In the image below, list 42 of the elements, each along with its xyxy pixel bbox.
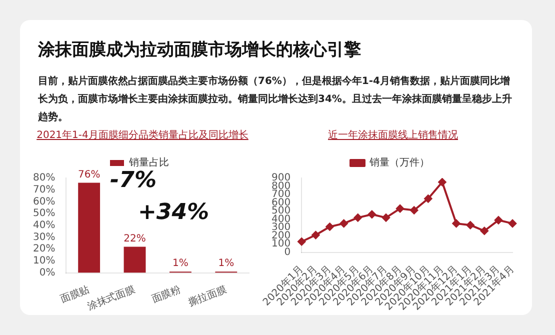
- y-tick-label: 70%: [32, 184, 56, 196]
- y-tick-label: 0%: [39, 267, 56, 278]
- bar: [78, 182, 100, 273]
- legend-label: 销量（万件）: [368, 158, 430, 169]
- point: [298, 238, 306, 246]
- y-tick-label: 0: [284, 246, 291, 258]
- point: [466, 221, 474, 230]
- data-label: 1%: [218, 258, 234, 270]
- legend-label: 销量占比: [128, 156, 169, 169]
- chart-title: 近一年涂抹面膜线上销售情况: [327, 128, 459, 142]
- point: [396, 204, 404, 213]
- point: [480, 226, 488, 235]
- y-tick-label: 50%: [32, 208, 56, 220]
- bar: [124, 246, 146, 273]
- y-tick-label: 10%: [32, 256, 56, 267]
- data-label: 1%: [172, 258, 188, 270]
- y-tick-label: 60%: [32, 196, 56, 208]
- data-label: 76%: [78, 169, 100, 180]
- x-tick-label: 撕拉面膜: [186, 283, 228, 310]
- point: [424, 194, 432, 203]
- annotation: -7%: [110, 168, 156, 193]
- y-tick-label: 80%: [32, 172, 56, 184]
- y-tick-label: 40%: [32, 220, 56, 231]
- point: [340, 219, 348, 228]
- y-tick-label: 20%: [32, 244, 56, 255]
- point: [494, 216, 502, 224]
- point: [508, 219, 517, 228]
- annotation: +34%: [138, 200, 210, 225]
- point: [410, 206, 418, 214]
- point: [354, 214, 362, 222]
- text: 目前，贴片面膜依然占据面膜品类主要市场份额（76%），但是根据今年1-4月销售数据，贴片面膜同比增长为负，面膜市场增长主要由涂抹面膜拉动。销量同比增长达到34%。且过去一年涂抹面膜销量呈稳步上升趋势。: [38, 74, 513, 125]
- data-label: 22%: [124, 233, 146, 244]
- chart-title: 2021年1-4月面膜细分品类销量占比及同比增长: [36, 128, 250, 142]
- text: 涂抹面膜成为拉动面膜市场增长的核心引擎: [38, 39, 362, 61]
- point: [368, 210, 376, 218]
- point: [326, 222, 334, 231]
- point: [452, 219, 460, 228]
- point: [312, 231, 320, 240]
- point: [382, 214, 390, 222]
- x-tick-label: 面膜粉: [150, 283, 182, 306]
- point: [438, 178, 446, 186]
- y-tick-label: 30%: [32, 232, 56, 243]
